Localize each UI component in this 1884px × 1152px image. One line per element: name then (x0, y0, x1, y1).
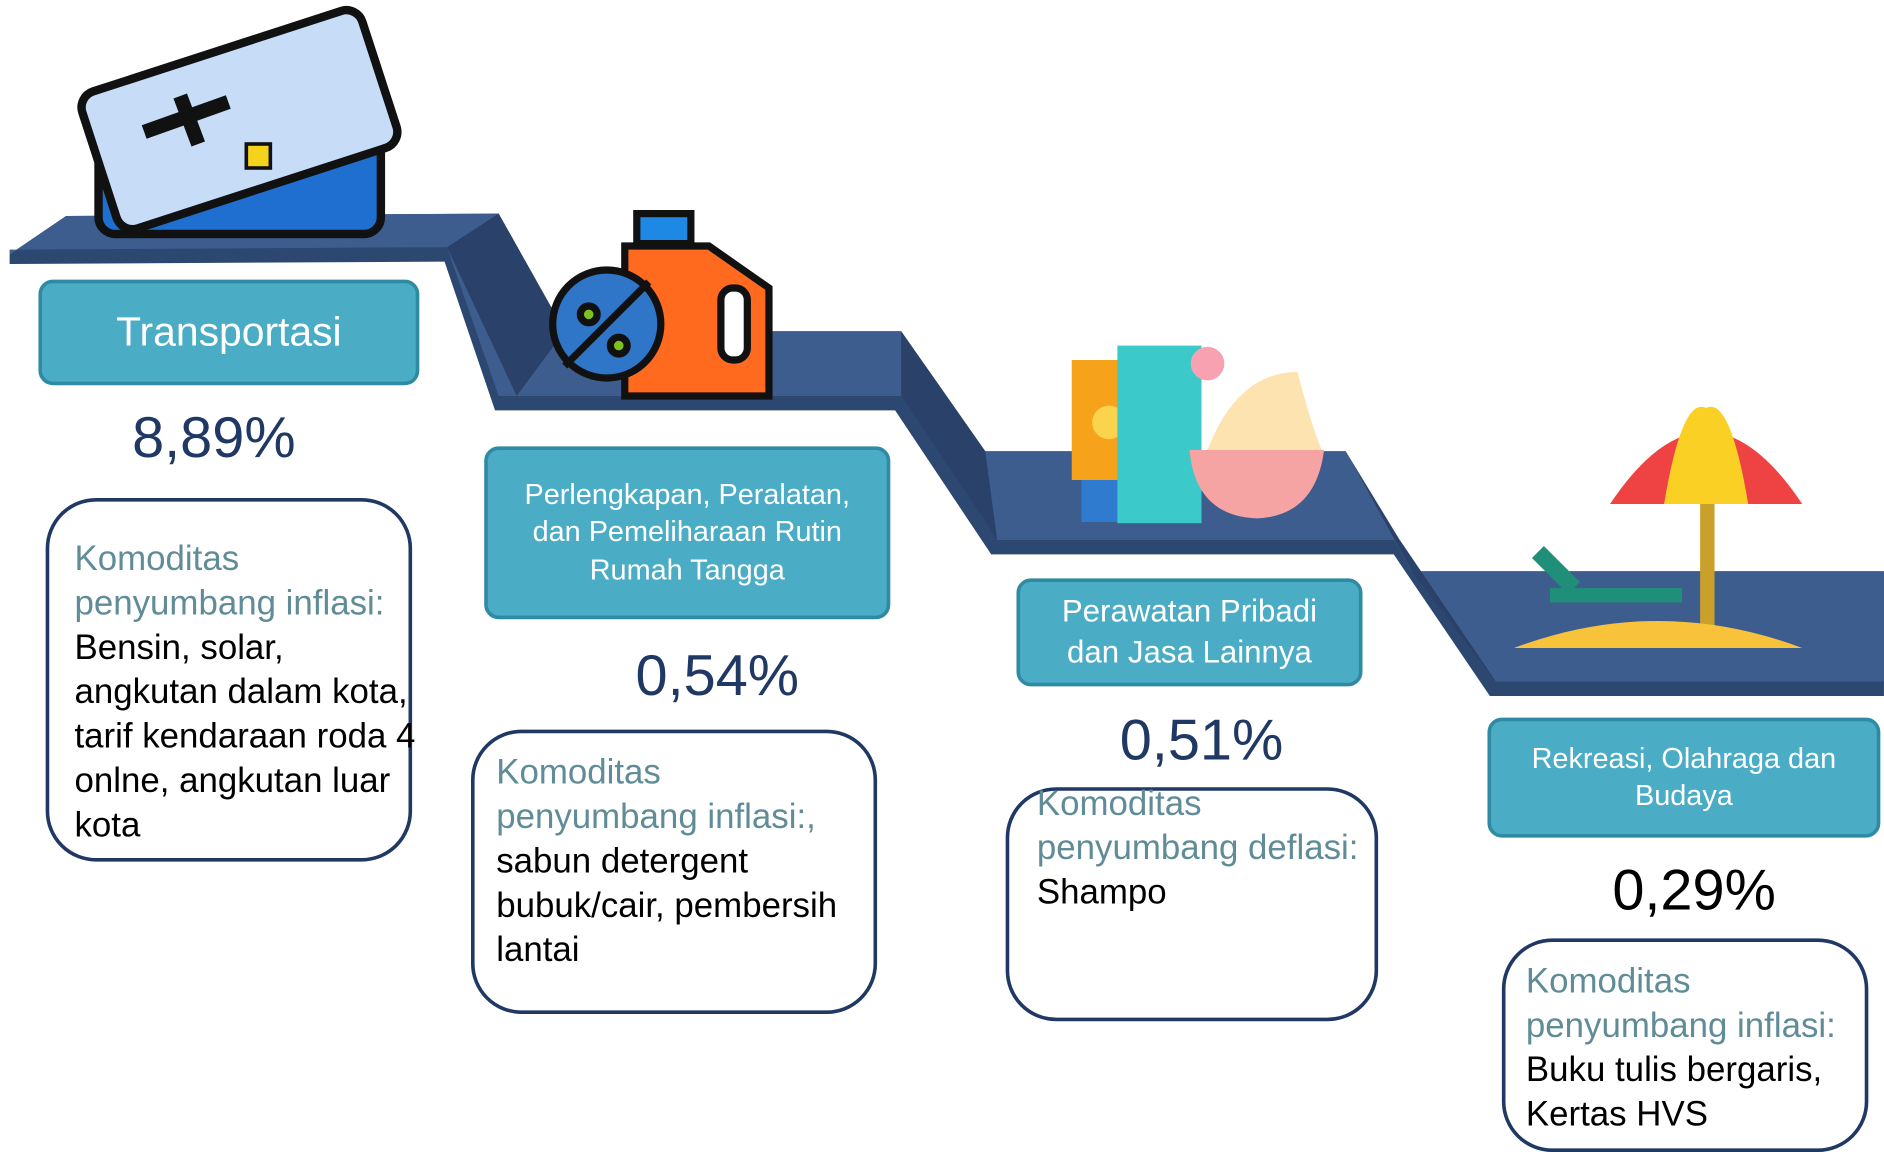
commodity-label: Komoditas penyumbang inflasi: (1526, 960, 1868, 1049)
commodity-list: Bensin, solar, angkutan dalam kota, tari… (74, 629, 415, 845)
detergent-icon (553, 214, 769, 396)
percentage: 0,51% (1045, 708, 1357, 774)
percentage: 0,54% (561, 643, 873, 709)
commodity-label: Komoditas penyumbang inflasi: (74, 538, 416, 627)
percentage: 8,89% (58, 406, 370, 472)
page: Transportasi 8,89% Komoditas penyumbang … (0, 0, 1884, 1152)
commodity-text: Komoditas penyumbang deflasi:Shampo (1037, 782, 1385, 915)
ticket-icon (77, 6, 402, 234)
commodity-text: Komoditas penyumbang inflasi:Bensin, sol… (74, 538, 416, 849)
category-box: Transportasi (38, 280, 419, 386)
category-box: Rekreasi, Olahraga dan Budaya (1487, 718, 1880, 838)
stage: Transportasi 8,89% Komoditas penyumbang … (0, 0, 1884, 1152)
commodity-label: Komoditas penyumbang inflasi:, (496, 751, 868, 840)
commodity-list: sabun detergent bubuk/cair, pembersih la… (496, 842, 837, 969)
percentage: 0,29% (1538, 858, 1850, 924)
category-box: Perlengkapan, Peralatan, dan Pemeliharaa… (484, 446, 890, 619)
category-box: Perawatan Pribadi dan Jasa Lainnya (1016, 578, 1362, 686)
commodity-text: Komoditas penyumbang inflasi:Buku tulis … (1526, 960, 1868, 1138)
commodity-list: Shampo (1037, 874, 1167, 912)
commodity-text: Komoditas penyumbang inflasi:,sabun dete… (496, 751, 868, 973)
commodity-list: Buku tulis bergaris, Kertas HVS (1526, 1051, 1822, 1134)
commodity-label: Komoditas penyumbang deflasi: (1037, 782, 1385, 871)
cosmetics-icon (1072, 346, 1324, 524)
